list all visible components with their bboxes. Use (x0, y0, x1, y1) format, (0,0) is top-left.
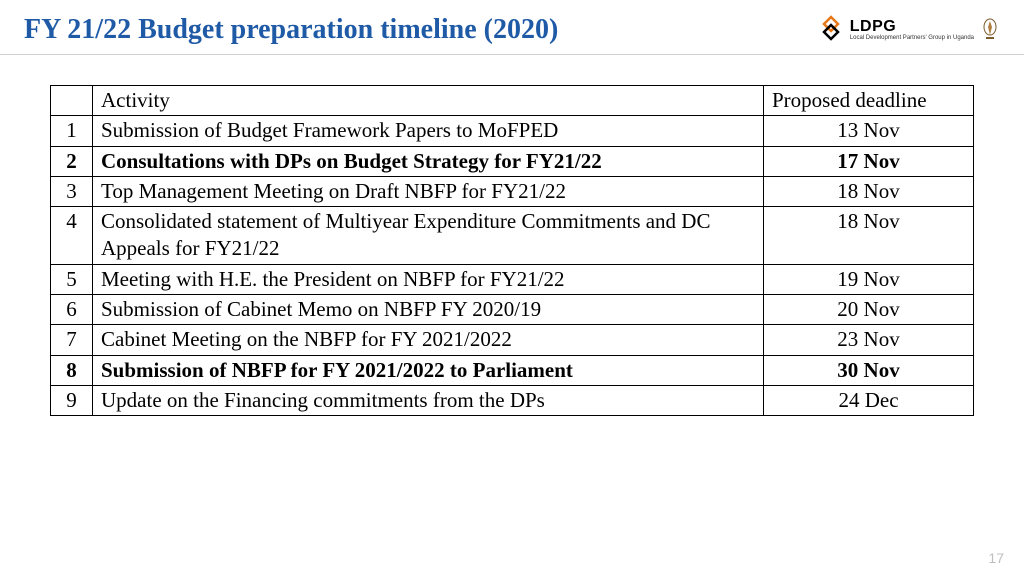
row-deadline: 30 Nov (764, 355, 974, 385)
row-activity: Submission of Budget Framework Papers to… (93, 116, 764, 146)
page-title: FY 21/22 Budget preparation timeline (20… (24, 14, 558, 46)
header-cell-num (51, 86, 93, 116)
logo-area: LDPG Local Development Partners' Group i… (818, 15, 1000, 46)
row-activity: Meeting with H.E. the President on NBFP … (93, 264, 764, 294)
table-row: 8Submission of NBFP for FY 2021/2022 to … (51, 355, 974, 385)
row-activity: Submission of Cabinet Memo on NBFP FY 20… (93, 295, 764, 325)
row-num: 1 (51, 116, 93, 146)
row-deadline: 18 Nov (764, 176, 974, 206)
row-num: 2 (51, 146, 93, 176)
table-row: 7Cabinet Meeting on the NBFP for FY 2021… (51, 325, 974, 355)
timeline-table: Activity Proposed deadline 1Submission o… (50, 85, 974, 416)
row-num: 5 (51, 264, 93, 294)
row-num: 3 (51, 176, 93, 206)
row-num: 9 (51, 385, 93, 415)
row-num: 7 (51, 325, 93, 355)
header-cell-deadline: Proposed deadline (764, 86, 974, 116)
table-row: 6Submission of Cabinet Memo on NBFP FY 2… (51, 295, 974, 325)
row-num: 6 (51, 295, 93, 325)
row-activity: Cabinet Meeting on the NBFP for FY 2021/… (93, 325, 764, 355)
table-row: 4Consolidated statement of Multiyear Exp… (51, 207, 974, 265)
table-container: Activity Proposed deadline 1Submission o… (0, 55, 1024, 416)
row-activity: Consolidated statement of Multiyear Expe… (93, 207, 764, 265)
row-activity: Update on the Financing commitments from… (93, 385, 764, 415)
table-row: 5Meeting with H.E. the President on NBFP… (51, 264, 974, 294)
table-row: 9Update on the Financing commitments fro… (51, 385, 974, 415)
row-activity: Consultations with DPs on Budget Strateg… (93, 146, 764, 176)
logo-sub-text: Local Development Partners' Group in Uga… (850, 35, 974, 41)
row-deadline: 18 Nov (764, 207, 974, 265)
uganda-crest-icon (980, 17, 1000, 43)
row-num: 4 (51, 207, 93, 265)
logo-main-text: LDPG (850, 19, 974, 35)
logo-text: LDPG Local Development Partners' Group i… (850, 19, 974, 41)
row-num: 8 (51, 355, 93, 385)
row-deadline: 17 Nov (764, 146, 974, 176)
row-deadline: 24 Dec (764, 385, 974, 415)
table-row: 3Top Management Meeting on Draft NBFP fo… (51, 176, 974, 206)
ldpg-diamond-icon (818, 15, 844, 46)
page-number: 17 (988, 550, 1004, 566)
row-deadline: 23 Nov (764, 325, 974, 355)
row-deadline: 19 Nov (764, 264, 974, 294)
slide-header: FY 21/22 Budget preparation timeline (20… (0, 0, 1024, 55)
row-activity: Submission of NBFP for FY 2021/2022 to P… (93, 355, 764, 385)
row-deadline: 20 Nov (764, 295, 974, 325)
header-cell-activity: Activity (93, 86, 764, 116)
table-row: 2Consultations with DPs on Budget Strate… (51, 146, 974, 176)
row-deadline: 13 Nov (764, 116, 974, 146)
table-row: 1Submission of Budget Framework Papers t… (51, 116, 974, 146)
table-header-row: Activity Proposed deadline (51, 86, 974, 116)
row-activity: Top Management Meeting on Draft NBFP for… (93, 176, 764, 206)
